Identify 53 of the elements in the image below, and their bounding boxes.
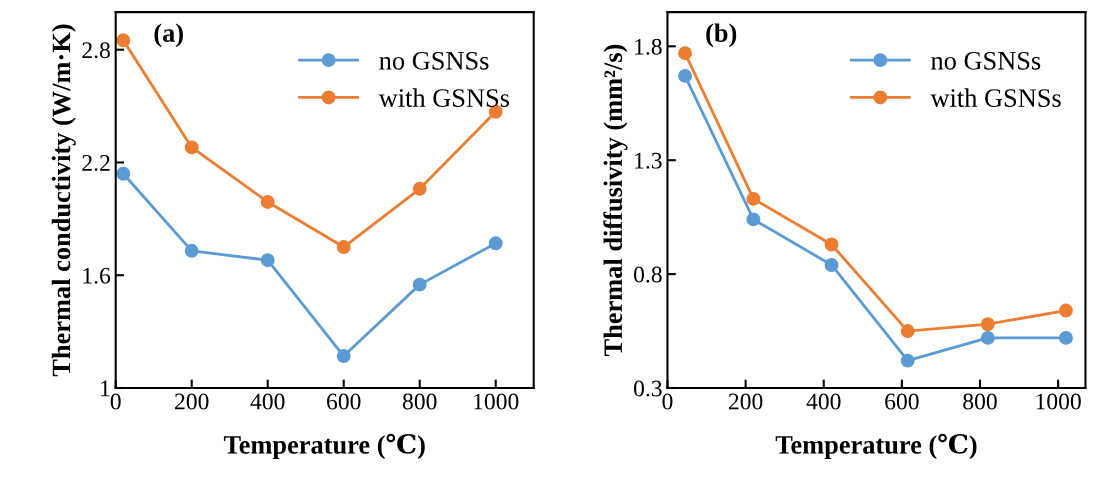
annotation: (a) bbox=[154, 23, 183, 48]
y-axis-title: Thermal diffusivity (mm²/s) bbox=[603, 44, 628, 357]
legend-label: no GSNSs bbox=[931, 51, 1041, 70]
point bbox=[980, 317, 995, 332]
point bbox=[412, 181, 427, 196]
x-tick-label: 400 bbox=[250, 393, 285, 410]
x-axis-title: Temperature (℃) bbox=[775, 433, 977, 460]
point bbox=[412, 277, 427, 292]
point bbox=[1058, 303, 1073, 318]
x-tick-label: 800 bbox=[963, 393, 997, 410]
point bbox=[678, 68, 692, 83]
x-tick-label: 600 bbox=[885, 393, 919, 410]
point bbox=[488, 236, 503, 251]
y-tick-label: 1.6 bbox=[83, 267, 111, 284]
point bbox=[980, 330, 995, 345]
point bbox=[746, 212, 761, 227]
point bbox=[336, 349, 351, 363]
point bbox=[260, 194, 275, 209]
x-tick-label: 0 bbox=[110, 393, 121, 410]
x-tick-label: 1000 bbox=[474, 393, 519, 410]
annotation: (b) bbox=[706, 23, 737, 48]
y-tick-label: 1.3 bbox=[635, 152, 662, 169]
point bbox=[824, 258, 839, 272]
y-axis-title: Thermal conductivity (W/m·K) bbox=[51, 24, 76, 377]
point bbox=[116, 33, 131, 48]
x-axis-title: Temperature (℃) bbox=[223, 433, 425, 460]
point bbox=[1058, 330, 1073, 345]
y-tick-label: 1.8 bbox=[635, 38, 662, 55]
x-tick-label: 400 bbox=[806, 393, 841, 410]
point bbox=[184, 140, 199, 155]
point bbox=[260, 253, 275, 268]
x-tick-label: 1000 bbox=[1036, 393, 1081, 410]
x-tick-label: 0 bbox=[662, 393, 673, 410]
x-tick-label: 600 bbox=[327, 393, 361, 410]
point bbox=[900, 324, 915, 338]
x-tick-label: 200 bbox=[175, 393, 209, 410]
y-tick-label: 2.2 bbox=[82, 155, 110, 171]
y-tick-label: 0.3 bbox=[634, 380, 662, 397]
x-tick-label: 200 bbox=[728, 393, 763, 410]
point bbox=[824, 237, 839, 252]
legend-label: no GSNSs bbox=[379, 51, 489, 70]
point bbox=[678, 46, 692, 61]
point bbox=[746, 191, 761, 206]
point bbox=[184, 243, 199, 258]
x-tick-label: 800 bbox=[402, 393, 437, 410]
y-tick-label: 1 bbox=[101, 380, 110, 397]
point bbox=[900, 353, 915, 368]
point bbox=[116, 166, 131, 181]
point bbox=[336, 240, 351, 254]
y-tick-label: 0.8 bbox=[634, 266, 662, 283]
y-tick-label: 2.8 bbox=[82, 42, 110, 59]
legend-label: with GSNSs bbox=[930, 88, 1061, 107]
legend-label: with GSNSs bbox=[378, 88, 510, 107]
